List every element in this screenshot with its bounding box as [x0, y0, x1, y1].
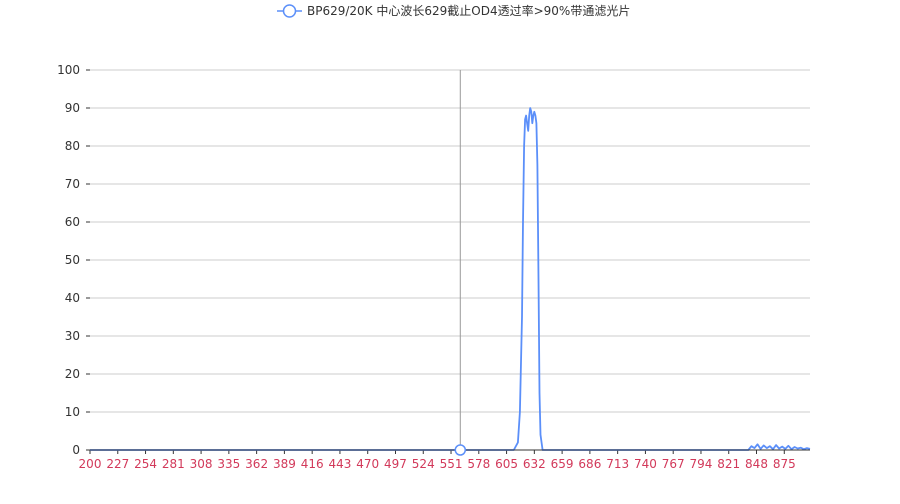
- x-tick-label: 875: [773, 457, 796, 471]
- y-tick-label: 50: [65, 253, 80, 267]
- x-tick-label: 740: [634, 457, 657, 471]
- y-tick-label: 10: [65, 405, 80, 419]
- x-tick-label: 200: [79, 457, 102, 471]
- x-tick-label: 578: [467, 457, 490, 471]
- legend-label: BP629/20K 中心波长629截止OD4透过率>90%带通滤光片: [307, 3, 630, 18]
- x-tick-label: 524: [412, 457, 435, 471]
- x-axis-ticks: 200 227 254 281 308 335 362 389 416 443 470 497 524 5…: [79, 450, 796, 471]
- x-tick-label: 605: [495, 457, 518, 471]
- x-tick-label: 362: [245, 457, 268, 471]
- y-tick-label: 90: [65, 101, 80, 115]
- y-tick-label: 0: [72, 443, 80, 457]
- x-tick-label: 767: [662, 457, 685, 471]
- x-tick-label: 308: [190, 457, 213, 471]
- y-tick-label: 60: [65, 215, 80, 229]
- legend-marker-icon: [282, 4, 297, 18]
- y-tick-label: 40: [65, 291, 80, 305]
- y-tick-label: 80: [65, 139, 80, 153]
- series-line[interactable]: [90, 107, 811, 451]
- x-tick-label: 659: [551, 457, 574, 471]
- y-tick-label: 30: [65, 329, 80, 343]
- x-tick-label: 281: [162, 457, 185, 471]
- x-tick-label: 686: [578, 457, 601, 471]
- y-tick-label: 100: [57, 63, 80, 77]
- x-tick-label: 821: [717, 457, 740, 471]
- x-tick-label: 227: [106, 457, 129, 471]
- x-tick-label: 416: [301, 457, 324, 471]
- x-tick-label: 443: [328, 457, 351, 471]
- x-tick-label: 497: [384, 457, 407, 471]
- x-tick-label: 335: [217, 457, 240, 471]
- y-tick-label: 70: [65, 177, 80, 191]
- x-tick-label: 551: [440, 457, 463, 471]
- x-tick-label: 389: [273, 457, 296, 471]
- highlight-point[interactable]: [454, 444, 467, 456]
- x-tick-label: 713: [606, 457, 629, 471]
- x-tick-label: 254: [134, 457, 157, 471]
- y-axis-ticks: 0 10 20 30 40 50 60 70 80 90 100: [57, 63, 90, 457]
- x-tick-label: 794: [690, 457, 713, 471]
- grid-lines: [90, 69, 810, 451]
- x-tick-label: 470: [356, 457, 379, 471]
- legend[interactable]: BP629/20K 中心波长629截止OD4透过率>90%带通滤光片: [277, 3, 630, 18]
- x-tick-label: 848: [745, 457, 768, 471]
- y-tick-label: 20: [65, 367, 80, 381]
- x-tick-label: 632: [523, 457, 546, 471]
